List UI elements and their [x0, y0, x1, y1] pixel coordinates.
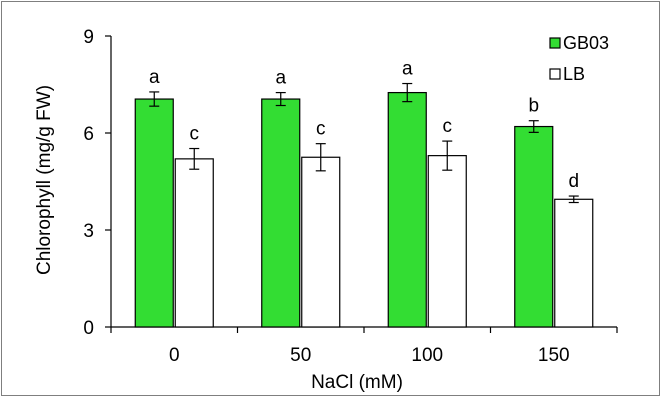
error-bars	[149, 82, 579, 204]
y-tick-label: 0	[83, 318, 94, 339]
significance-label: c	[190, 124, 200, 145]
y-axis-title: Chlorophyll (mg/g FW)	[34, 85, 55, 275]
bar-gb03-0	[134, 98, 174, 328]
x-tick-label: 100	[411, 345, 443, 366]
legend-swatch-lb	[549, 68, 561, 80]
significance-label: a	[402, 59, 413, 80]
bars	[134, 91, 594, 328]
x-tick-label: 50	[290, 345, 311, 366]
bar-gb03-100	[387, 91, 427, 328]
x-axis-title: NaCl (mM)	[311, 372, 403, 393]
significance-label: b	[528, 96, 539, 117]
x-tick-label: 150	[538, 345, 570, 366]
significance-label: a	[149, 67, 160, 88]
bar-lb-50	[301, 156, 341, 328]
legend-label-gb03: GB03	[563, 33, 609, 53]
x-tick-label: 0	[169, 345, 180, 366]
legend-swatch-gb03	[549, 37, 561, 49]
legend: GB03 LB	[549, 33, 609, 84]
significance-label: c	[443, 116, 453, 137]
significance-label: c	[316, 119, 326, 140]
y-tick-label: 6	[83, 124, 94, 145]
significance-label: d	[568, 171, 579, 192]
legend-label-lb: LB	[563, 64, 585, 84]
bar-lb-100	[427, 155, 467, 328]
bar-gb03-150	[514, 125, 554, 328]
bar-lb-0	[174, 158, 214, 328]
significance-labels: a c a c a c b d	[149, 59, 579, 193]
y-tick-label: 3	[83, 221, 94, 242]
bar-lb-150	[554, 198, 594, 328]
significance-label: a	[275, 68, 286, 89]
bar-gb03-50	[261, 98, 301, 328]
y-tick-label: 9	[83, 27, 94, 48]
tick-labels: 0 3 6 9 0 50 100 150	[83, 27, 569, 366]
